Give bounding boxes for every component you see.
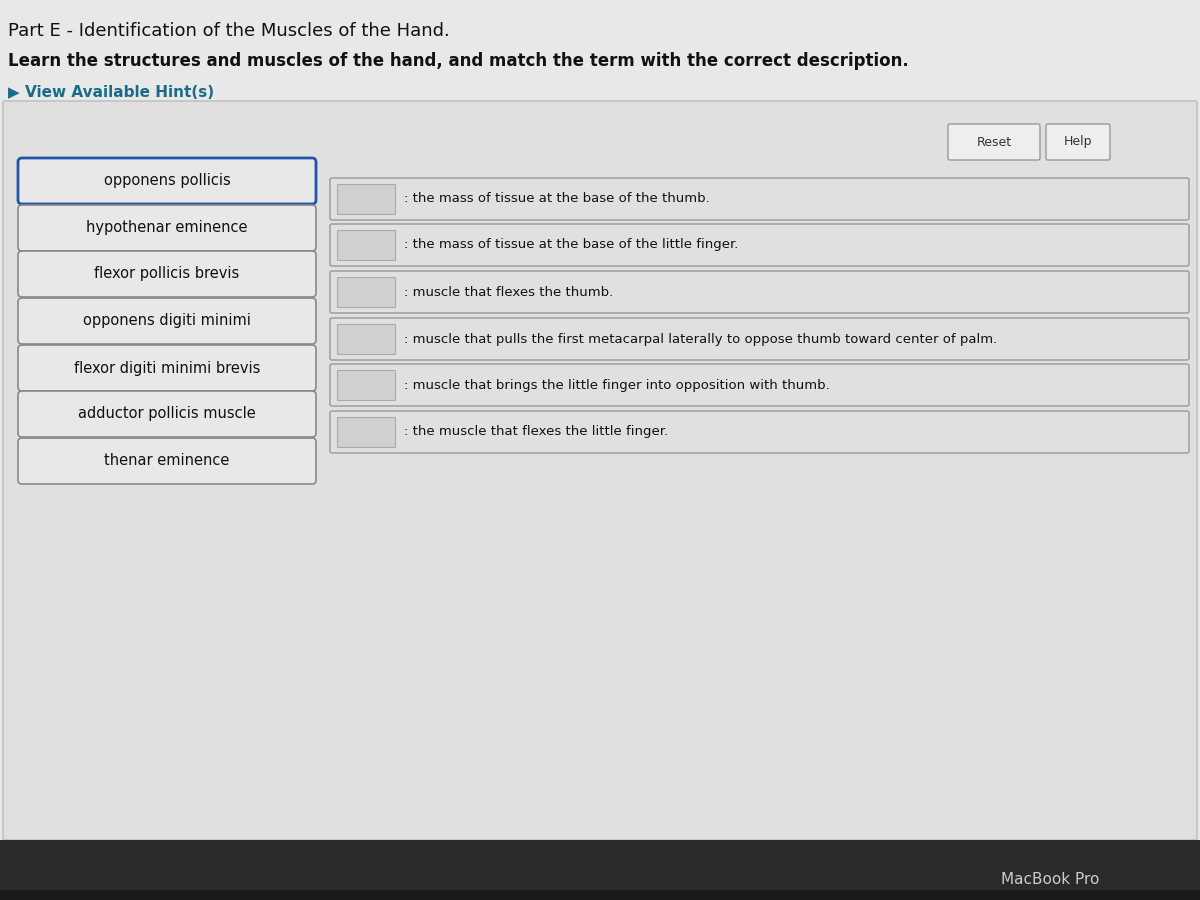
- Bar: [0, 840, 1200, 900]
- Bar: [337, 184, 395, 214]
- Bar: [337, 324, 395, 354]
- Text: opponens digiti minimi: opponens digiti minimi: [83, 313, 251, 328]
- FancyBboxPatch shape: [330, 271, 1189, 313]
- Text: : the muscle that flexes the little finger.: : the muscle that flexes the little fing…: [404, 426, 668, 438]
- Text: Help: Help: [1063, 136, 1092, 149]
- Bar: [337, 417, 395, 447]
- Text: Reset: Reset: [977, 136, 1012, 149]
- FancyBboxPatch shape: [7, 841, 98, 881]
- Text: : the mass of tissue at the base of the little finger.: : the mass of tissue at the base of the …: [404, 238, 738, 251]
- Text: : the mass of tissue at the base of the thumb.: : the mass of tissue at the base of the …: [404, 193, 709, 205]
- FancyBboxPatch shape: [1046, 124, 1110, 160]
- FancyBboxPatch shape: [18, 391, 316, 437]
- Text: flexor pollicis brevis: flexor pollicis brevis: [95, 266, 240, 282]
- FancyBboxPatch shape: [18, 251, 316, 297]
- FancyBboxPatch shape: [18, 345, 316, 391]
- Text: MacBook Pro: MacBook Pro: [1001, 872, 1099, 887]
- FancyBboxPatch shape: [330, 318, 1189, 360]
- FancyBboxPatch shape: [18, 158, 316, 204]
- FancyBboxPatch shape: [948, 124, 1040, 160]
- FancyBboxPatch shape: [330, 364, 1189, 406]
- Text: : muscle that brings the little finger into opposition with thumb.: : muscle that brings the little finger i…: [404, 379, 829, 392]
- Bar: [337, 230, 395, 260]
- Text: ▶ View Available Hint(s): ▶ View Available Hint(s): [8, 85, 214, 100]
- FancyBboxPatch shape: [18, 438, 316, 484]
- Text: hypothenar eminence: hypothenar eminence: [86, 220, 247, 236]
- Bar: [337, 277, 395, 307]
- Text: : muscle that pulls the first metacarpal laterally to oppose thumb toward center: : muscle that pulls the first metacarpal…: [404, 332, 997, 346]
- FancyBboxPatch shape: [330, 224, 1189, 266]
- FancyBboxPatch shape: [18, 205, 316, 251]
- Text: thenar eminence: thenar eminence: [104, 454, 229, 469]
- Text: Submit: Submit: [23, 853, 82, 868]
- Text: flexor digiti minimi brevis: flexor digiti minimi brevis: [74, 361, 260, 375]
- Text: adductor pollicis muscle: adductor pollicis muscle: [78, 407, 256, 421]
- Text: Previous Answers: Previous Answers: [110, 853, 239, 868]
- Text: Part E - Identification of the Muscles of the Hand.: Part E - Identification of the Muscles o…: [8, 22, 450, 40]
- Bar: [337, 370, 395, 400]
- FancyBboxPatch shape: [330, 178, 1189, 220]
- FancyBboxPatch shape: [18, 298, 316, 344]
- FancyBboxPatch shape: [330, 411, 1189, 453]
- Bar: [0, 890, 1200, 900]
- Text: Learn the structures and muscles of the hand, and match the term with the correc: Learn the structures and muscles of the …: [8, 52, 908, 70]
- Text: opponens pollicis: opponens pollicis: [103, 174, 230, 188]
- Text: : muscle that flexes the thumb.: : muscle that flexes the thumb.: [404, 285, 613, 299]
- FancyBboxPatch shape: [4, 101, 1198, 840]
